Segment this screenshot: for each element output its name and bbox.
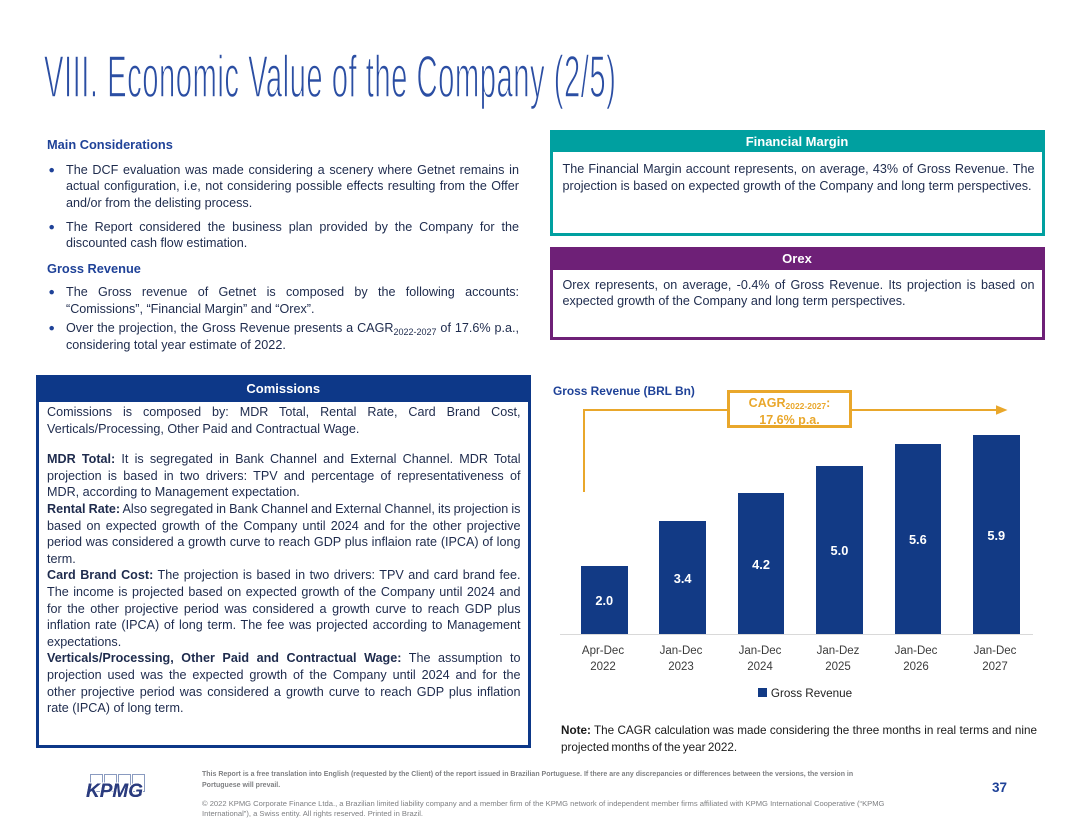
svg-text:KPMG: KPMG bbox=[86, 781, 143, 802]
svg-text:KPMG: KPMG bbox=[86, 781, 143, 802]
